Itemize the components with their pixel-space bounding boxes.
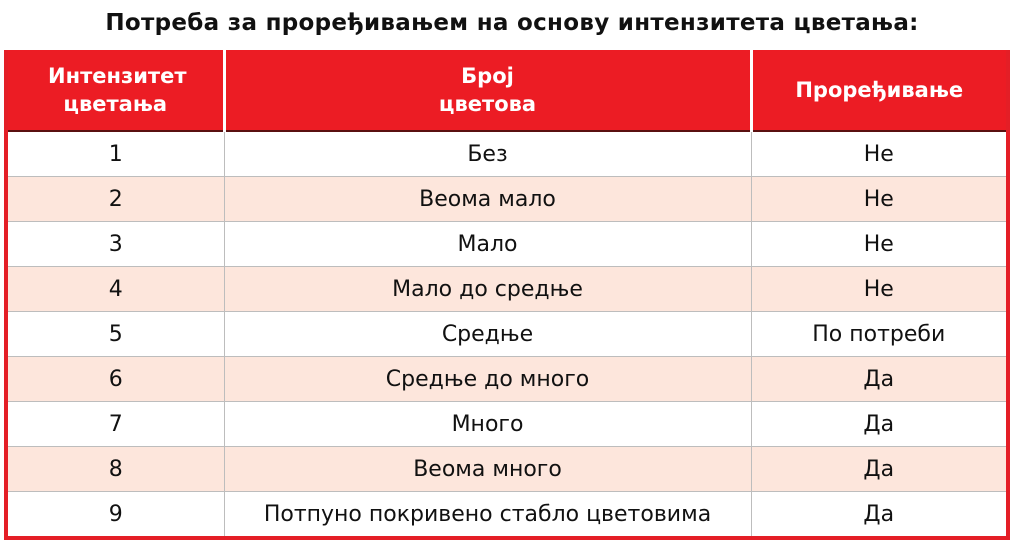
header-flower-count: Број цветова bbox=[222, 50, 751, 132]
flower-count-cell: Много bbox=[223, 401, 751, 447]
table-row: 1 Без Не bbox=[6, 130, 1008, 177]
intensity-cell: 2 bbox=[6, 176, 224, 222]
table-row: 5 Средње По потреби bbox=[6, 311, 1008, 357]
thinning-cell: Не bbox=[750, 266, 1008, 312]
flower-count-cell: Мало bbox=[223, 221, 751, 267]
table-row: 9 Потпуно покривено стабло цветовима Да bbox=[6, 491, 1008, 538]
flower-count-cell: Средње до много bbox=[223, 356, 751, 402]
flower-count-cell: Потпуно покривено стабло цветовима bbox=[223, 491, 751, 538]
intensity-cell: 1 bbox=[6, 130, 224, 177]
flower-count-cell: Веома много bbox=[223, 446, 751, 492]
thinning-cell: Да bbox=[750, 401, 1008, 447]
table-row: 4 Мало до средње Не bbox=[6, 266, 1008, 312]
table-row: 8 Веома много Да bbox=[6, 446, 1008, 492]
intensity-cell: 7 bbox=[6, 401, 224, 447]
header-flowering-intensity: Интензитет цветања bbox=[6, 50, 224, 132]
intensity-cell: 6 bbox=[6, 356, 224, 402]
flower-count-cell: Без bbox=[223, 130, 751, 177]
intensity-cell: 4 bbox=[6, 266, 224, 312]
thinning-cell: По потреби bbox=[750, 311, 1008, 357]
intensity-cell: 3 bbox=[6, 221, 224, 267]
thinning-cell: Да bbox=[750, 356, 1008, 402]
thinning-cell: Да bbox=[750, 446, 1008, 492]
header-thinning: Проређивање bbox=[749, 50, 1008, 132]
table-row: 6 Средње до много Да bbox=[6, 356, 1008, 402]
flower-count-cell: Веома мало bbox=[223, 176, 751, 222]
thinning-table: Интензитет цветања Број цветова Проређив… bbox=[4, 50, 1010, 540]
intensity-cell: 8 bbox=[6, 446, 224, 492]
flower-count-cell: Мало до средње bbox=[223, 266, 751, 312]
intensity-cell: 5 bbox=[6, 311, 224, 357]
table-row: 2 Веома мало Не bbox=[6, 176, 1008, 222]
intensity-cell: 9 bbox=[6, 491, 224, 538]
table-row: 7 Много Да bbox=[6, 401, 1008, 447]
thinning-cell: Да bbox=[750, 491, 1008, 538]
flower-count-cell: Средње bbox=[223, 311, 751, 357]
page-title: Потреба за проређивањем на основу интенз… bbox=[105, 10, 919, 36]
table-row: 3 Мало Не bbox=[6, 221, 1008, 267]
thinning-cell: Не bbox=[750, 221, 1008, 267]
thinning-cell: Не bbox=[750, 130, 1008, 177]
table-header-row: Интензитет цветања Број цветова Проређив… bbox=[6, 50, 1008, 132]
thinning-cell: Не bbox=[750, 176, 1008, 222]
